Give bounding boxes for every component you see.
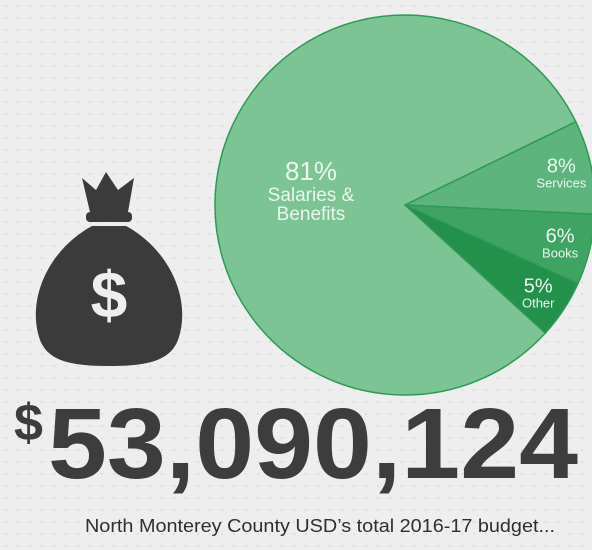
money-bag-icon: $ [35,172,183,366]
slice-percent: 81% [284,156,337,187]
slice-percent: 5% [523,275,553,298]
pie [214,14,592,396]
pie-slice [214,14,577,396]
slice-category: Services [536,175,587,191]
slice-percent: 8% [546,155,576,178]
slice-category: Books [542,245,579,261]
currency-sign: $ [14,394,43,452]
slice-percent: 6% [545,225,575,248]
pie-slice [404,120,592,215]
total-amount: 53,090,124 [48,388,578,500]
slice-label: 6% Books [542,226,578,259]
slice-label: 81% Salaries & Benefits [261,158,361,224]
svg-text:$: $ [91,257,128,331]
slice-label: 5% Other [522,276,555,309]
slice-category: Other [521,295,555,311]
slice-label: 8% Services [536,156,586,189]
caption: North Monterey County USD’s total 2016-1… [85,516,555,536]
slice-category: Salaries & Benefits [267,185,355,226]
